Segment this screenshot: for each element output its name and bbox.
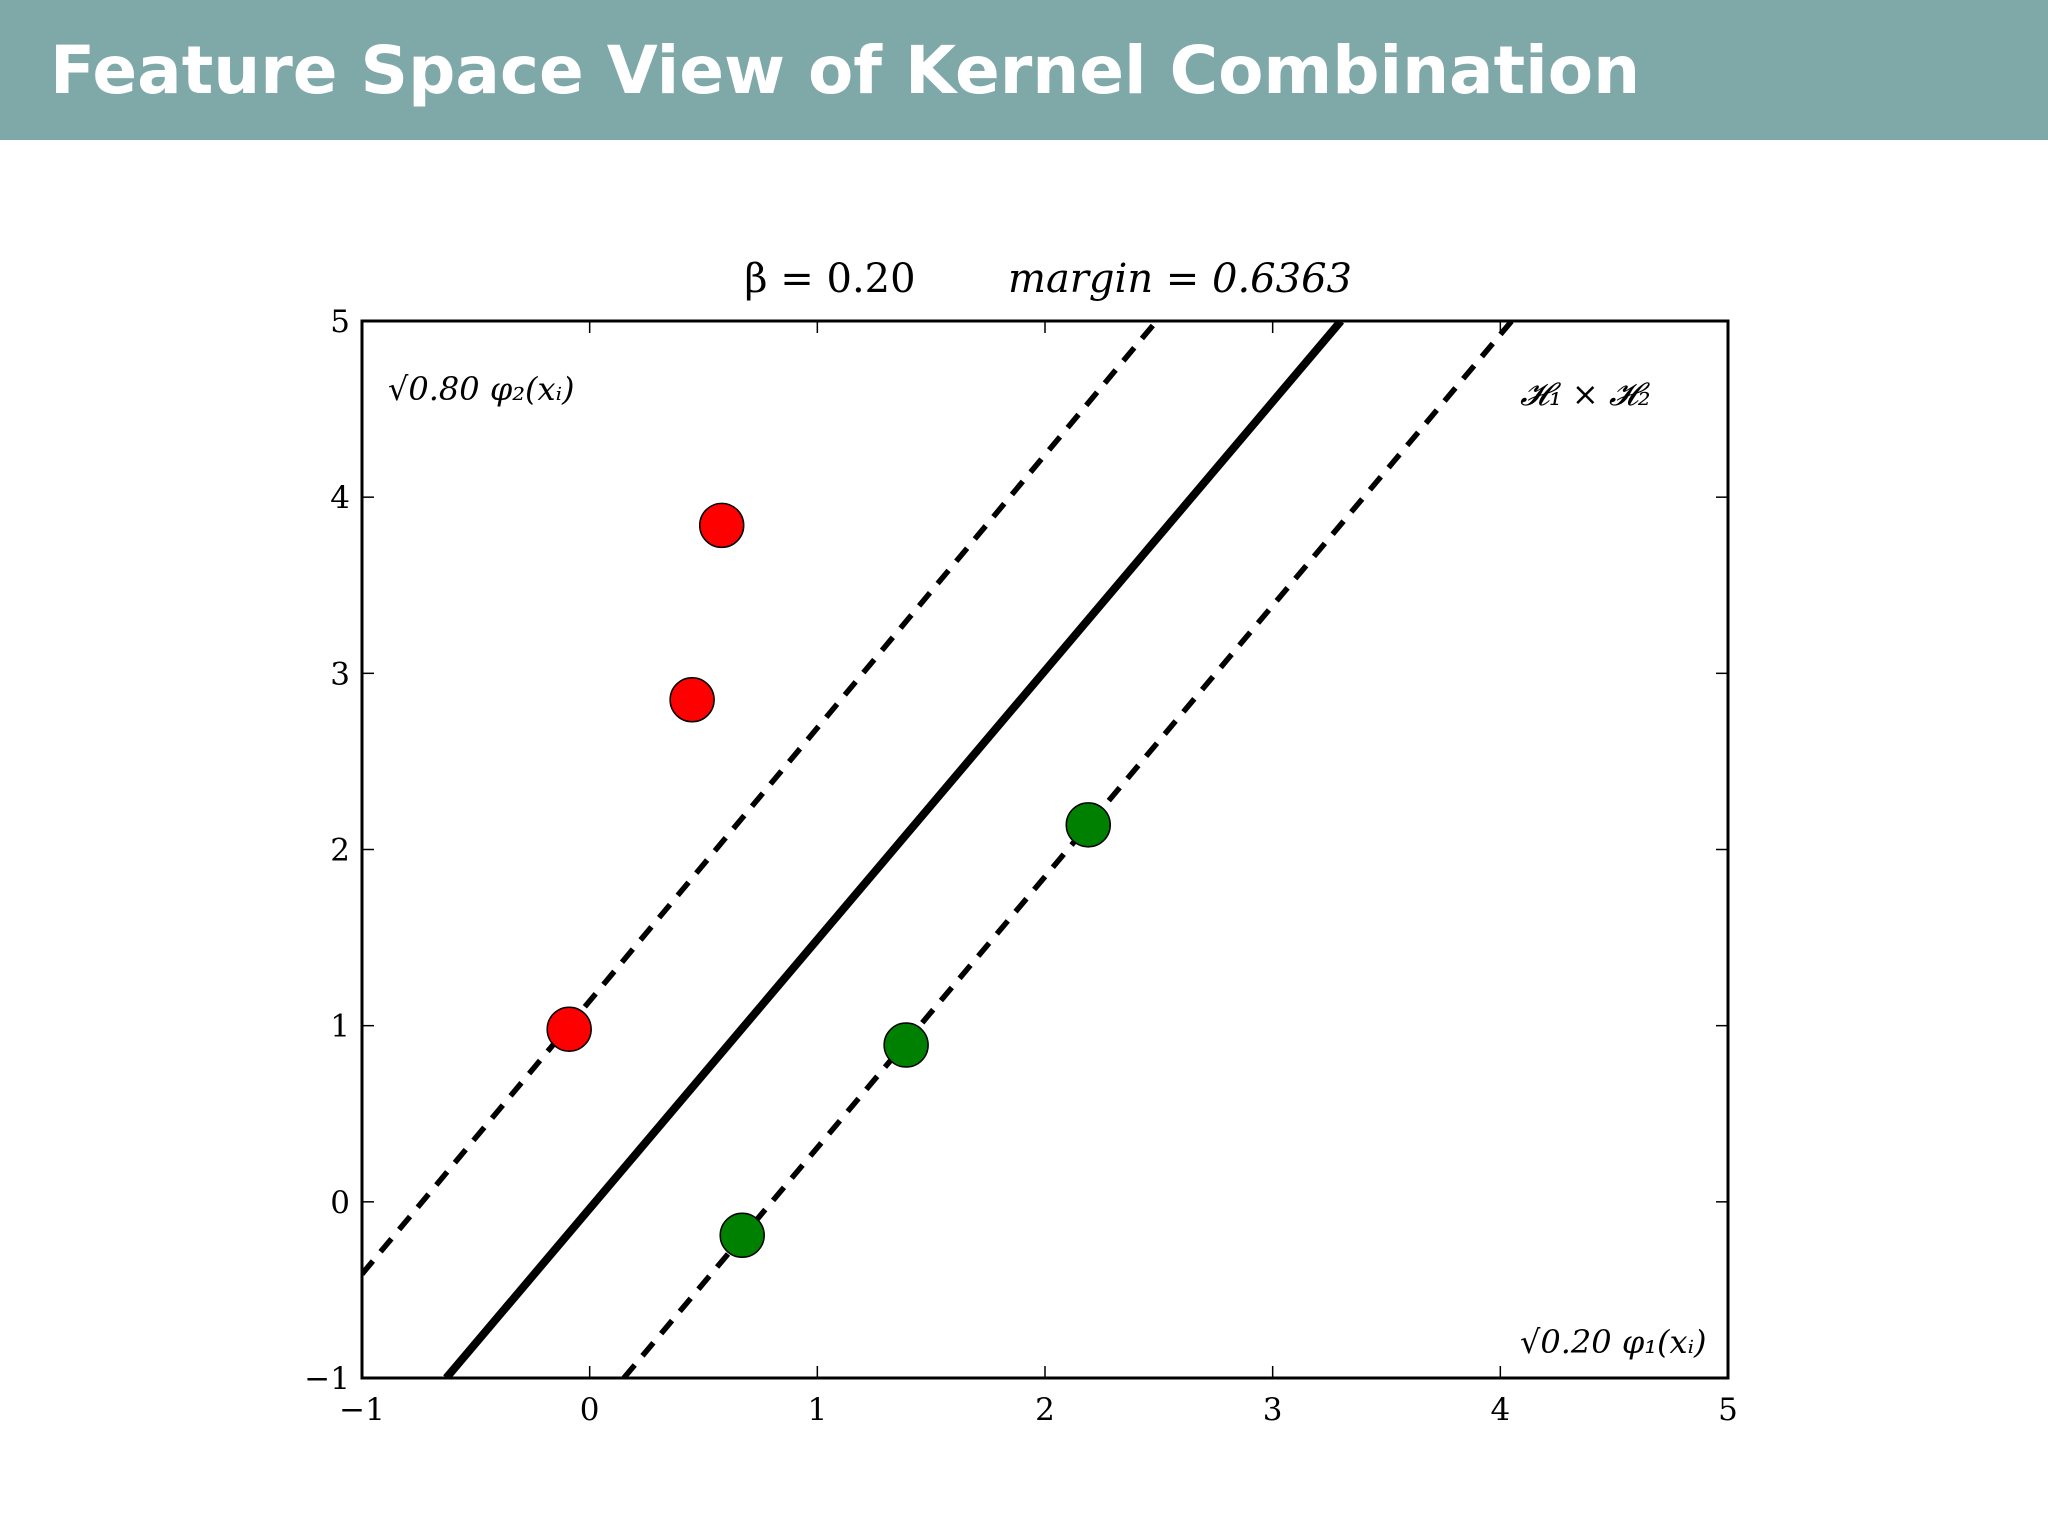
x-tick-label: −1 xyxy=(339,1392,385,1428)
y-tick-label: 1 xyxy=(330,1009,350,1045)
y-tick-label: 4 xyxy=(330,480,350,516)
y-tick-label: 0 xyxy=(330,1185,350,1221)
positive-point-2 xyxy=(883,1022,929,1068)
slide-title: Feature Space View of Kernel Combination xyxy=(50,32,1641,109)
annotation-bottom-right: √0.20 φ₁(xᵢ) xyxy=(1520,1323,1707,1361)
annotation-top-right: 𝓗₁ × 𝓗₂ xyxy=(1520,375,1651,413)
negative-point-1 xyxy=(546,1006,592,1052)
plot-title-margin: margin = 0.6363 xyxy=(1008,256,1352,302)
positive-point-1 xyxy=(719,1212,765,1259)
decision-boundary-line xyxy=(443,321,1345,1378)
x-tick-label: 2 xyxy=(1035,1392,1055,1428)
annotation-top-left: √0.80 φ₂(xᵢ) xyxy=(388,370,575,408)
margin-upper-line xyxy=(362,321,1159,1276)
x-tick-label: 4 xyxy=(1490,1392,1510,1428)
x-tick-label: 3 xyxy=(1263,1392,1283,1428)
y-tick-label: 3 xyxy=(330,656,350,692)
negative-point-3 xyxy=(698,502,745,549)
negative-point-2 xyxy=(669,677,715,723)
x-tick-label: 1 xyxy=(807,1392,827,1428)
x-tick-label: 5 xyxy=(1718,1392,1738,1428)
y-tick-label: 2 xyxy=(330,833,350,869)
x-tick-label: 0 xyxy=(580,1392,600,1428)
positive-point-3 xyxy=(1065,802,1112,848)
y-tick-label: 5 xyxy=(330,304,350,340)
axes-frame xyxy=(360,319,1730,1380)
title-bar: Feature Space View of Kernel Combination xyxy=(0,0,2048,140)
plot-area: −1 0 1 2 3 4 5 −1 0 1 2 3 4 5 xyxy=(304,304,1738,1428)
y-tick-label: −1 xyxy=(304,1361,350,1397)
plot-title-beta: β = 0.20 xyxy=(744,256,915,302)
boundary-lines xyxy=(362,321,1514,1378)
